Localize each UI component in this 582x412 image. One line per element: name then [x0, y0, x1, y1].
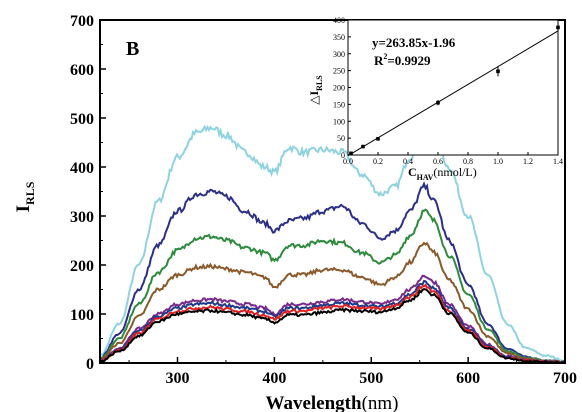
inset-x-axis-title: CHAV(nmol/L) — [408, 165, 477, 182]
inset-ticks: 0.0 0.2 0.4 0.6 0.8 1.0 1.2 1.4 0 50 100 150 200 250 3… — [333, 16, 563, 166]
x-tick-label-600: 600 — [456, 370, 480, 387]
inset-x-tick-label-3: 0.6 — [433, 157, 443, 166]
inset-y-tick-label-100: 100 — [333, 117, 345, 126]
y-tick-label-400: 400 — [70, 160, 94, 177]
spectrum-line-2 — [99, 181, 566, 364]
fit-line — [347, 30, 559, 157]
inset-y-tick-label-300: 300 — [333, 50, 345, 59]
y-tick-label-100: 100 — [70, 307, 94, 324]
inset-x-tick-label-4: 0.8 — [463, 157, 473, 166]
y-tick-label-600: 600 — [70, 62, 94, 79]
inset-fit-line — [347, 30, 559, 157]
inset-equation: y=263.85x-1.96 — [372, 35, 456, 50]
x-tick-label-400: 400 — [262, 370, 286, 387]
inset-x-tick-label-5: 1.0 — [493, 157, 503, 166]
data-point-3 — [376, 137, 380, 141]
inset-y-tick-label-350: 350 — [333, 33, 345, 42]
main-y-axis-title: IRLS — [13, 181, 37, 212]
y-tick-label-300: 300 — [70, 209, 94, 226]
inset-y-tick-label-150: 150 — [333, 100, 345, 109]
inset-y-tick-label-250: 250 — [333, 67, 345, 76]
spectrum-line-7 — [99, 283, 566, 364]
data-point-4 — [436, 100, 440, 105]
inset-x-tick-label-7: 1.4 — [553, 157, 563, 166]
spectrum-line-6 — [99, 279, 566, 364]
y-tick-label-500: 500 — [70, 111, 94, 128]
y-tick-label-200: 200 — [70, 258, 94, 275]
inset-x-tick-label-1: 0.2 — [373, 157, 383, 166]
main-series-group — [99, 113, 566, 365]
inset-background — [348, 20, 558, 155]
spectrum-line-8 — [99, 288, 566, 365]
inset-x-tick-label-2: 0.4 — [403, 157, 413, 166]
spectrum-line-4 — [99, 241, 566, 364]
inset-x-tick-label-0: 0.0 — [343, 157, 353, 166]
inset-y-tick-label-50: 50 — [337, 134, 345, 143]
x-tick-label-700: 700 — [553, 370, 577, 387]
x-tick-label-500: 500 — [359, 370, 383, 387]
main-x-axis-title: Wavelength(nm) — [266, 393, 399, 412]
inset-y-tick-label-200: 200 — [333, 84, 345, 93]
spectrum-line-1 — [99, 113, 566, 363]
inset-chart: 0.0 0.2 0.4 0.6 0.8 1.0 1.2 1.4 0 50 100 150 200 250 3… — [307, 16, 563, 182]
inset-y-tick-label-400: 400 — [333, 16, 345, 25]
inset-y-axis-title: △IRLS — [307, 75, 324, 105]
inset-y-tick-label-0: 0 — [341, 151, 345, 160]
y-tick-label-700: 700 — [70, 13, 94, 30]
inset-r-squared: R2=0.9929 — [374, 52, 431, 68]
data-point-1 — [349, 151, 353, 156]
x-tick-label-300: 300 — [166, 370, 190, 387]
data-point-5 — [496, 69, 500, 74]
data-point-2 — [361, 144, 365, 149]
spectrum-line-3 — [99, 208, 566, 364]
y-tick-label-0: 0 — [86, 356, 94, 373]
panel-label: B — [126, 38, 139, 60]
inset-x-tick-label-6: 1.2 — [523, 157, 533, 166]
